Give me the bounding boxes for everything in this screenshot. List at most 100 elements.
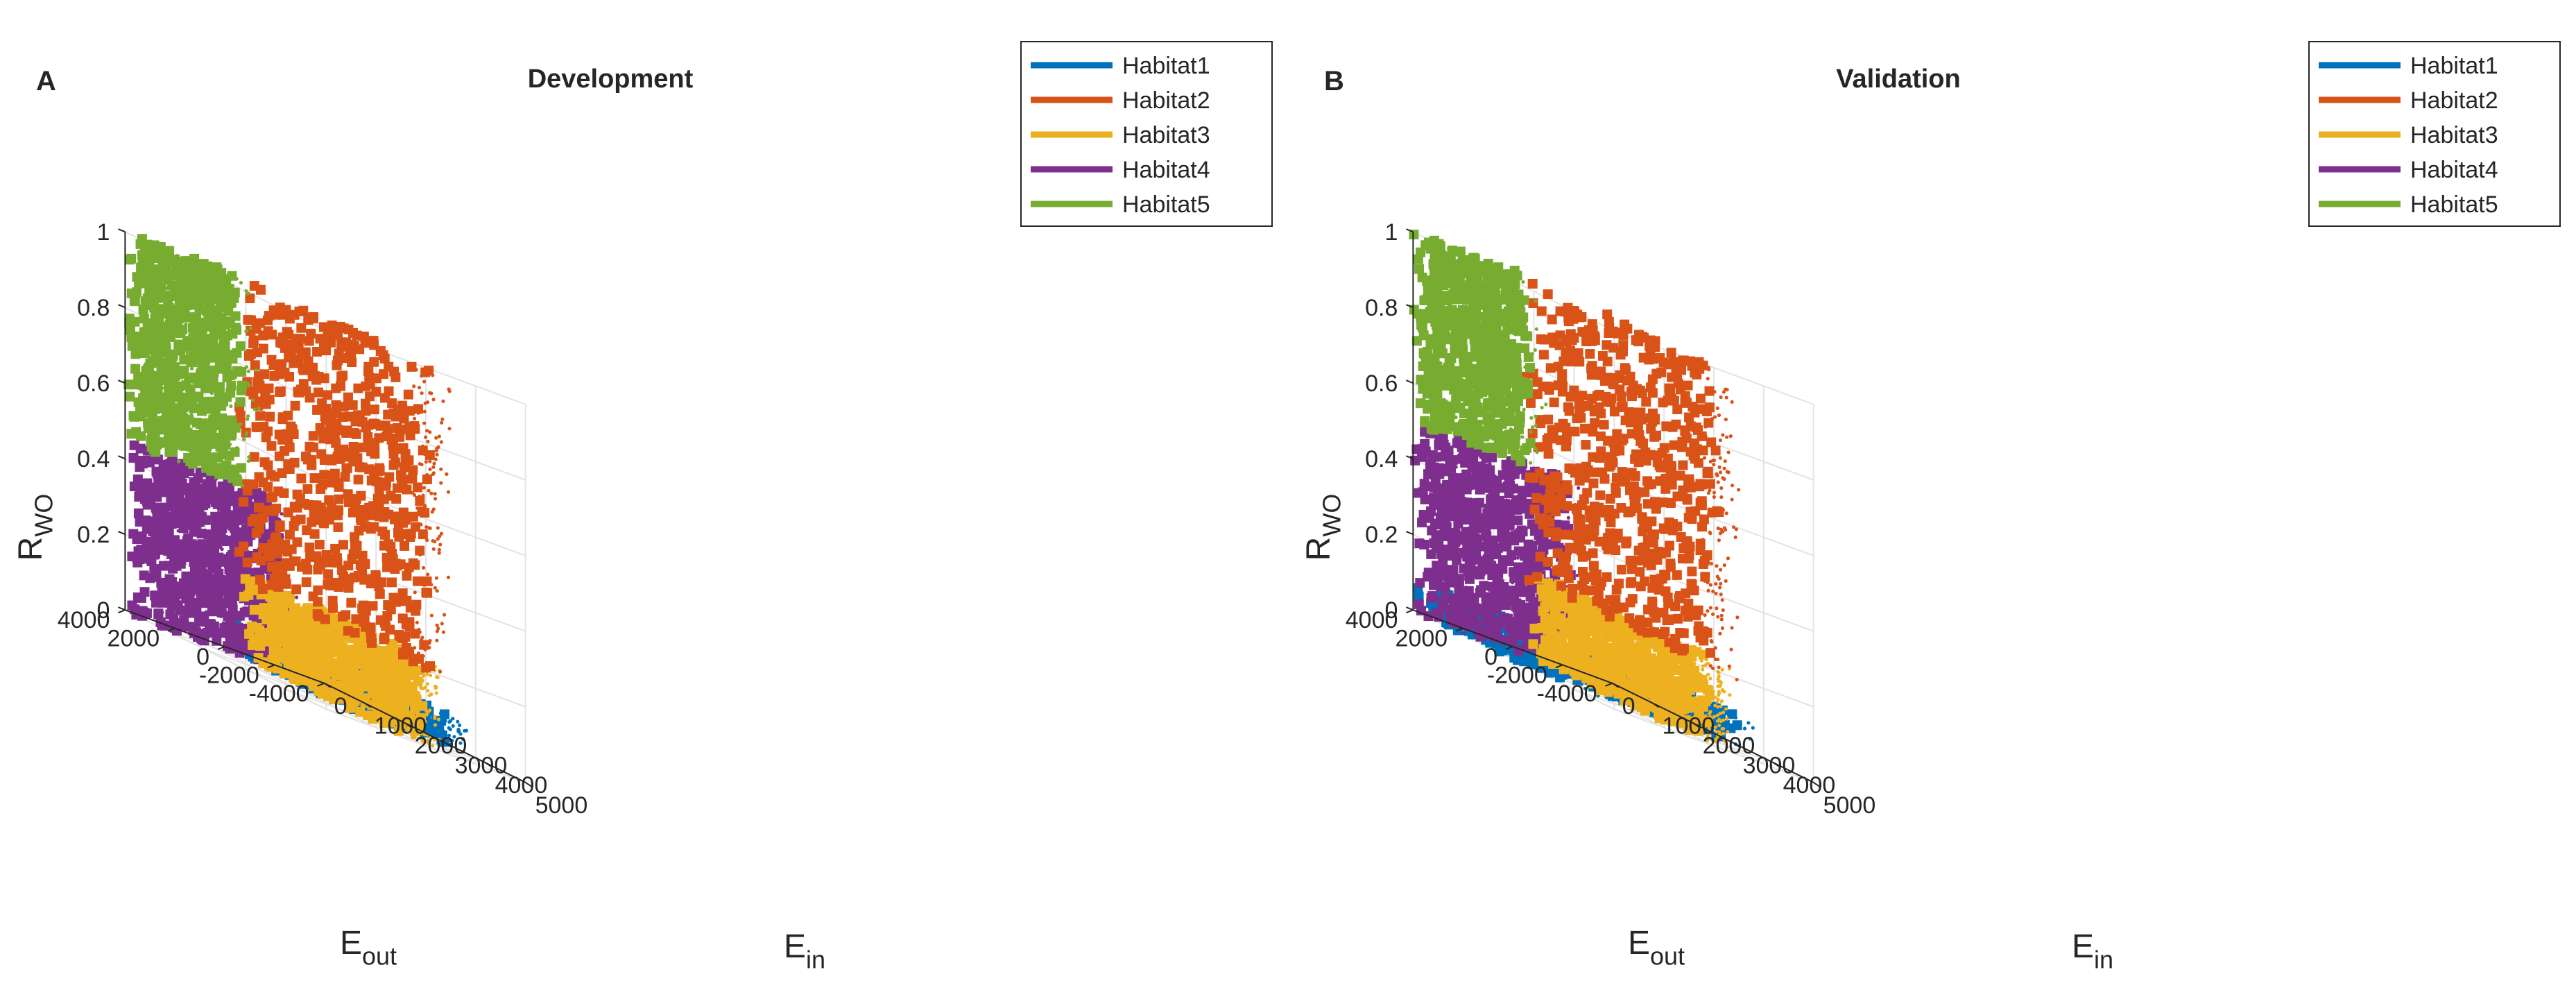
data-point-habitat2 (309, 509, 319, 520)
data-point-habitat3 (311, 667, 321, 678)
data-point-habitat2 (374, 502, 384, 512)
x-axis-label: Ein (784, 928, 825, 973)
data-point-habitat2 (342, 463, 352, 473)
data-point-habitat2 (262, 505, 273, 515)
data-point-habitat2 (300, 347, 311, 357)
data-point-habitat5 (173, 388, 183, 398)
x-tick (364, 702, 372, 708)
data-point-habitat5 (200, 445, 211, 455)
data-point-habitat3 (424, 713, 429, 717)
data-point-habitat2 (382, 562, 393, 572)
data-point-habitat1 (461, 737, 465, 741)
data-point-habitat4 (237, 490, 241, 495)
data-point-habitat3 (425, 672, 429, 676)
data-point-habitat2 (431, 373, 435, 377)
data-point-habitat2 (374, 485, 384, 495)
data-point-habitat3 (334, 694, 345, 704)
data-point-habitat5 (144, 383, 149, 387)
data-point-habitat2 (418, 630, 422, 634)
data-point-habitat4 (169, 542, 173, 546)
data-point-habitat4 (247, 571, 251, 575)
scatter-region-habitat5 (123, 234, 261, 488)
data-point-habitat2 (319, 373, 329, 384)
data-point-habitat4 (185, 611, 189, 615)
legend-label-habitat2: Habitat2 (1122, 87, 1210, 114)
data-point-habitat1 (1512, 655, 1522, 665)
data-point-habitat5 (182, 261, 187, 265)
data-point-habitat2 (318, 322, 329, 332)
data-point-habitat5 (206, 382, 216, 393)
data-point-habitat3 (368, 714, 378, 724)
data-point-habitat2 (421, 565, 426, 570)
data-point-habitat2 (368, 336, 379, 346)
data-point-habitat3 (408, 682, 412, 686)
data-point-habitat2 (338, 370, 348, 381)
data-point-habitat1 (451, 717, 455, 721)
data-point-habitat2 (327, 323, 338, 334)
data-point-habitat5 (194, 463, 198, 467)
data-point-habitat5 (155, 417, 160, 421)
data-point-habitat2 (394, 531, 404, 542)
data-point-habitat2 (406, 529, 416, 539)
data-point-habitat4 (171, 587, 181, 597)
data-point-habitat3 (359, 669, 370, 679)
data-point-habitat2 (429, 491, 433, 495)
data-point-habitat3 (409, 732, 414, 737)
data-point-habitat5 (240, 484, 245, 488)
data-point-habitat1 (1733, 715, 1738, 719)
data-point-habitat2 (397, 518, 408, 528)
data-point-habitat2 (312, 347, 323, 357)
data-point-habitat5 (209, 391, 214, 395)
data-point-habitat5 (215, 317, 225, 327)
data-point-habitat2 (327, 455, 337, 466)
data-point-habitat3 (336, 665, 347, 675)
data-point-habitat2 (436, 626, 440, 631)
data-point-habitat2 (384, 472, 395, 482)
data-point-habitat2 (314, 539, 325, 549)
data-point-habitat5 (196, 312, 200, 316)
data-point-habitat1 (1733, 722, 1738, 727)
z-tick (118, 304, 126, 309)
data-point-habitat2 (312, 609, 323, 620)
data-point-habitat1 (456, 719, 460, 724)
data-point-habitat3 (436, 675, 440, 680)
x-tick (324, 682, 332, 688)
data-point-habitat5 (191, 350, 196, 354)
data-point-habitat2 (366, 633, 376, 643)
data-point-habitat4 (194, 591, 198, 595)
data-point-habitat1 (443, 730, 447, 735)
data-point-habitat2 (435, 623, 439, 627)
data-point-habitat4 (205, 595, 209, 599)
y-tick (267, 664, 275, 669)
data-point-habitat2 (445, 472, 449, 476)
data-point-habitat2 (427, 488, 431, 493)
data-point-habitat3 (434, 685, 438, 689)
data-point-habitat2 (413, 576, 423, 586)
data-point-habitat2 (286, 350, 296, 360)
data-point-habitat5 (129, 296, 139, 306)
data-point-habitat2 (251, 323, 261, 334)
data-point-habitat5 (207, 425, 217, 436)
x-tick (404, 722, 412, 728)
data-point-habitat5 (158, 348, 169, 358)
data-point-habitat5 (216, 417, 221, 421)
data-point-habitat5 (210, 409, 221, 420)
data-point-habitat5 (182, 402, 186, 407)
data-point-habitat4 (216, 541, 221, 545)
data-point-habitat3 (302, 604, 312, 615)
data-point-habitat2 (315, 561, 325, 571)
data-point-habitat4 (258, 493, 268, 503)
data-point-habitat2 (255, 514, 266, 524)
data-point-habitat3 (388, 640, 398, 651)
data-point-habitat5 (141, 246, 151, 257)
y-tick-label: 2000 (108, 626, 160, 652)
data-point-habitat4 (198, 597, 209, 608)
data-point-habitat1 (1616, 698, 1621, 703)
data-point-habitat2 (438, 534, 442, 538)
data-point-habitat3 (431, 744, 435, 748)
data-point-habitat2 (257, 583, 268, 594)
data-point-habitat2 (284, 330, 294, 340)
data-point-habitat2 (429, 583, 433, 587)
data-point-habitat4 (160, 529, 164, 533)
x-tick-label: 5000 (535, 792, 588, 819)
